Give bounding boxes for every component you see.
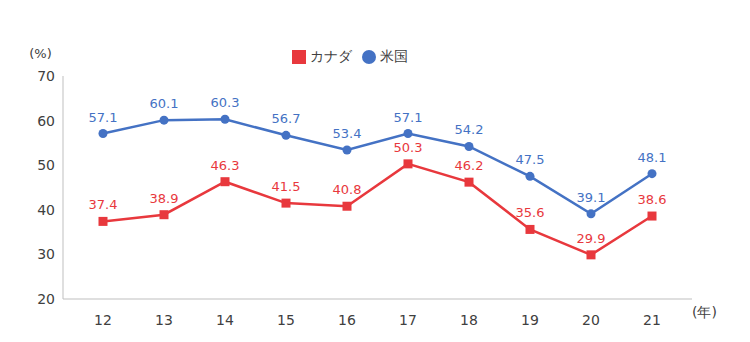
svg-text:29.9: 29.9 xyxy=(577,231,606,246)
svg-text:70: 70 xyxy=(37,68,55,84)
svg-text:60.3: 60.3 xyxy=(211,95,240,110)
html-text:米国: 米国 xyxy=(380,48,408,64)
svg-text:60: 60 xyxy=(37,113,55,129)
svg-text:54.2: 54.2 xyxy=(455,122,484,137)
svg-text:20: 20 xyxy=(37,291,55,307)
svg-text:13: 13 xyxy=(155,312,173,328)
svg-text:18: 18 xyxy=(460,312,478,328)
svg-text:40.8: 40.8 xyxy=(333,182,362,197)
svg-text:46.3: 46.3 xyxy=(211,158,240,173)
svg-text:21: 21 xyxy=(643,312,661,328)
svg-text:35.6: 35.6 xyxy=(516,205,545,220)
svg-text:38.6: 38.6 xyxy=(638,192,667,207)
svg-text:(%): (%) xyxy=(29,46,52,61)
svg-text:47.5: 47.5 xyxy=(516,152,545,167)
svg-text:50.3: 50.3 xyxy=(394,140,423,155)
svg-text:39.1: 39.1 xyxy=(577,190,606,205)
svg-text:17: 17 xyxy=(399,312,417,328)
html-text:カナダ: カナダ xyxy=(310,48,352,64)
svg-text:57.1: 57.1 xyxy=(394,110,423,125)
svg-text:19: 19 xyxy=(521,312,539,328)
svg-text:41.5: 41.5 xyxy=(272,179,301,194)
svg-text:40: 40 xyxy=(37,202,55,218)
svg-text:60.1: 60.1 xyxy=(150,96,179,111)
svg-text:38.9: 38.9 xyxy=(150,191,179,206)
svg-text:57.1: 57.1 xyxy=(89,110,118,125)
svg-text:56.7: 56.7 xyxy=(272,111,301,126)
svg-text:12: 12 xyxy=(94,312,112,328)
svg-text:20: 20 xyxy=(582,312,600,328)
svg-text:37.4: 37.4 xyxy=(89,197,118,212)
svg-text:50: 50 xyxy=(37,157,55,173)
svg-text:48.1: 48.1 xyxy=(638,150,667,165)
svg-text:30: 30 xyxy=(37,246,55,262)
svg-text:53.4: 53.4 xyxy=(333,126,362,141)
svg-text:15: 15 xyxy=(277,312,295,328)
svg-text:(年): (年) xyxy=(692,304,717,320)
svg-text:14: 14 xyxy=(216,312,234,328)
svg-text:46.2: 46.2 xyxy=(455,158,484,173)
svg-text:16: 16 xyxy=(338,312,356,328)
